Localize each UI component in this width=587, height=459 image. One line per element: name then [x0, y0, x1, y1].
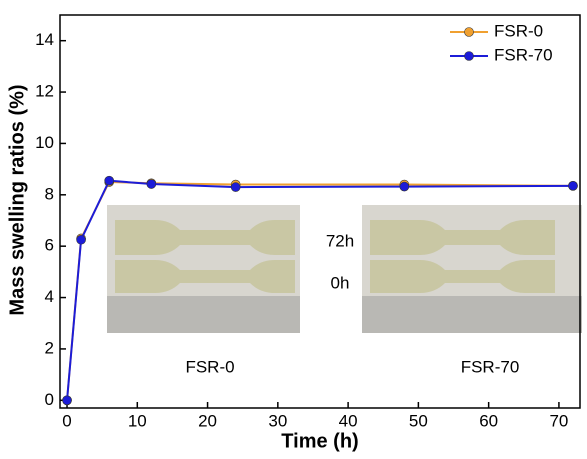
y-tick-label: 2 — [45, 338, 54, 357]
legend-label: FSR-0 — [494, 21, 543, 40]
y-tick-label: 14 — [35, 30, 54, 49]
x-tick-label: 30 — [268, 411, 287, 430]
y-tick-label: 0 — [45, 390, 54, 409]
x-tick-label: 20 — [198, 411, 217, 430]
x-tick-label: 10 — [128, 411, 147, 430]
ruler — [362, 296, 582, 333]
annotation: 72h — [326, 231, 354, 250]
y-tick-label: 8 — [45, 184, 54, 203]
x-tick-label: 70 — [549, 411, 568, 430]
data-point — [76, 234, 86, 245]
x-tick-label: 60 — [479, 411, 498, 430]
data-point — [104, 175, 114, 186]
photo-inset — [107, 205, 582, 333]
x-tick-label: 50 — [409, 411, 428, 430]
y-tick-label: 10 — [35, 133, 54, 152]
data-point — [146, 179, 157, 189]
legend-marker — [464, 51, 474, 61]
annotation: FSR-0 — [185, 357, 234, 376]
annotation: 0h — [331, 273, 350, 292]
specimen — [115, 260, 295, 293]
x-axis-title: Time (h) — [281, 430, 358, 452]
x-tick-label: 0 — [62, 411, 71, 430]
y-tick-label: 4 — [45, 287, 54, 306]
data-point — [230, 182, 241, 192]
data-point — [399, 181, 410, 192]
y-tick-label: 12 — [35, 82, 54, 101]
legend-label: FSR-70 — [494, 45, 553, 64]
y-tick-label: 6 — [45, 236, 54, 255]
y-axis-title: Mass swelling ratios (%) — [6, 84, 28, 315]
legend-marker — [464, 27, 474, 37]
annotation: FSR-70 — [461, 357, 520, 376]
data-point — [568, 181, 578, 191]
specimen — [370, 220, 555, 255]
x-tick-label: 40 — [339, 411, 358, 430]
data-point — [62, 395, 72, 406]
specimen — [370, 260, 555, 293]
ruler — [107, 296, 300, 333]
specimen — [115, 220, 295, 255]
plot-frame — [59, 14, 581, 409]
